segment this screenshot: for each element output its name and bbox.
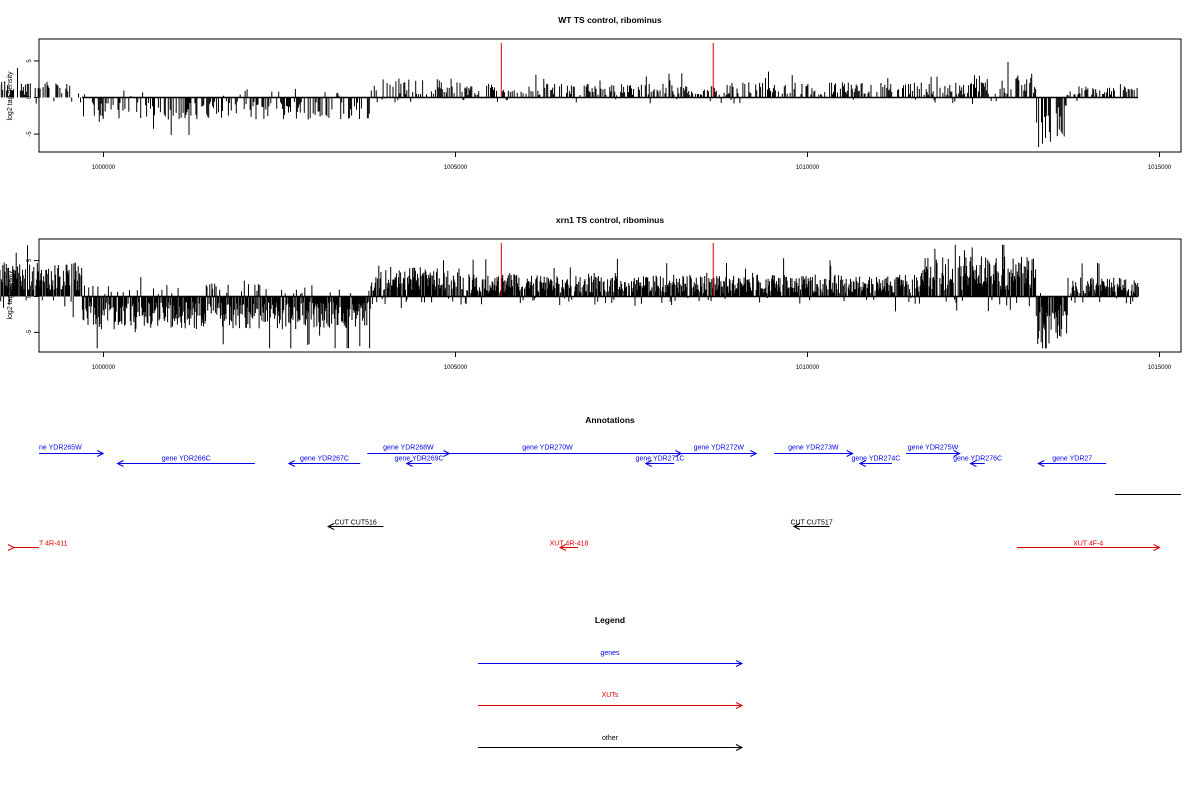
xrn1-x-tick-label: 1010000 [796,365,820,371]
annotation-feature-label: ne YDR265W [39,445,82,452]
annotation-feature: gene YDR274C [851,456,900,467]
wt-bars [0,62,1138,147]
wt-track-title: WT TS control, ribominus [558,15,662,25]
xrn1-y-tick-label: 5 [27,258,33,262]
annotation-arrowhead [558,544,567,551]
annotation-feature-label: gene YDR27 [1052,456,1092,463]
xrn1-y-tick-label: -5 [27,329,33,335]
legend-other-arrowhead [735,744,744,751]
annotation-feature: gene YDR269C [395,456,444,467]
legend-genes-label: genes [600,650,620,657]
annotation-arrowhead [750,450,758,457]
annotation-feature-label: gene YDR269C [395,456,444,463]
annotation-feature-label: T 4R-411 [39,541,68,548]
annotation-arrowhead [846,450,854,457]
legend-panel: Legend genes XUTs other [478,615,744,751]
xrn1-x-tick-label: 1005000 [444,365,468,371]
annotation-arrowhead [405,460,413,467]
annotation-feature-label: gene YDR271C [636,456,685,463]
annotation-feature-label: gene YDR272W [694,445,745,452]
annotation-feature-label: XUT 4F-4 [1073,541,1103,548]
annotation-feature: gene YDR276C [953,456,1002,467]
legend-other-label: other [602,735,619,742]
wt-x-tick-label: 1005000 [444,165,468,171]
annotation-features: ne YDR265W gene YDR266C gene YDR267C gene Y… [7,445,1161,551]
annotation-arrowhead [96,450,105,457]
annotation-feature: ne YDR265W [39,445,105,457]
annotation-feature-label: gene YDR268W [383,445,434,452]
wt-x-tick-label: 1000000 [92,165,116,171]
annotation-feature-label: gene YDR267C [300,456,349,463]
annotation-feature-label: gene YDR270W [522,445,573,452]
xrn1-x-tick-label: 1015000 [1148,365,1172,371]
annotation-arrowhead [1037,460,1045,467]
annotation-arrowhead [953,450,961,457]
annotation-feature-label: CUT CUT516 [335,520,377,527]
legend-title: Legend [595,615,625,625]
annotation-feature: XUT 4F-4 [1016,541,1161,551]
annotation-feature: XUT 4R-418 [550,541,589,551]
annotations-title: Annotations [585,415,635,425]
wt-y-tick-label: -5 [27,131,33,137]
wt-y-tick-label: 0 [27,95,33,99]
annotation-feature-label: gene YDR274C [851,456,900,463]
annotation-feature: gene YDR275W [906,445,961,457]
annotation-feature: CUT CUT517 [790,520,833,530]
xrn1-x-tick-label: 1000000 [92,365,116,371]
annotations-panel: Annotations ne YDR265W gene YDR266C gene Y… [7,415,1181,551]
wt-x-tick-label: 1010000 [796,165,820,171]
annotation-arrowhead [792,523,801,530]
legend-genes-arrowhead [735,660,744,667]
annotation-feature-label: CUT CUT517 [790,520,832,527]
annotation-feature-label: XUT 4R-418 [550,541,589,548]
xrn1-track-title: xrn1 TS control, ribominus [556,215,664,225]
annotation-feature: gene YDR272W [681,445,758,457]
annotation-feature-label: gene YDR266C [162,456,211,463]
xrn1-x-axis: 1000000 1005000 1010000 1015000 [92,352,1172,371]
annotation-arrowhead [644,460,652,467]
annotation-arrowhead [7,544,16,551]
xrn1-track-panel: xrn1 TS control, ribominus log2 tag dens… [0,215,1182,371]
annotation-feature: gene YDR27 [1037,456,1107,467]
annotation-arrowhead [969,460,977,467]
annotation-arrowhead [858,460,867,467]
wt-track-panel: WT TS control, ribominus log2 tag densit… [0,15,1182,171]
annotation-feature-label: gene YDR276C [953,456,1002,463]
annotation-feature-label: gene YDR275W [908,445,959,452]
wt-x-tick-label: 1015000 [1148,165,1172,171]
annotation-arrowhead [287,460,296,467]
wt-markers [500,43,714,98]
annotation-arrowhead [326,523,335,530]
annotation-arrowhead [116,460,124,467]
annotation-feature: gene YDR273W [774,445,854,457]
wt-x-axis: 1000000 1005000 1010000 1015000 [92,152,1172,171]
annotation-feature: gene YDR267C [287,456,361,467]
xrn1-markers [500,243,714,297]
legend-xuts-arrowhead [735,702,744,709]
xrn1-y-tick-label: 0 [27,294,33,298]
annotation-feature-label: gene YDR273W [788,445,839,452]
annotation-feature: gene YDR271C [636,456,685,467]
xrn1-bars [0,244,1139,349]
wt-y-tick-label: 5 [27,59,33,63]
annotation-feature: T 4R-411 [7,541,68,551]
annotation-feature: CUT CUT516 [326,520,384,530]
xrn1-y-axis: -5 0 5 [27,258,40,335]
annotation-feature: gene YDR266C [116,456,255,467]
wt-y-axis: -5 0 5 [27,59,40,137]
annotation-arrowhead [1153,544,1161,551]
legend-xuts-label: XUTs [602,692,619,699]
